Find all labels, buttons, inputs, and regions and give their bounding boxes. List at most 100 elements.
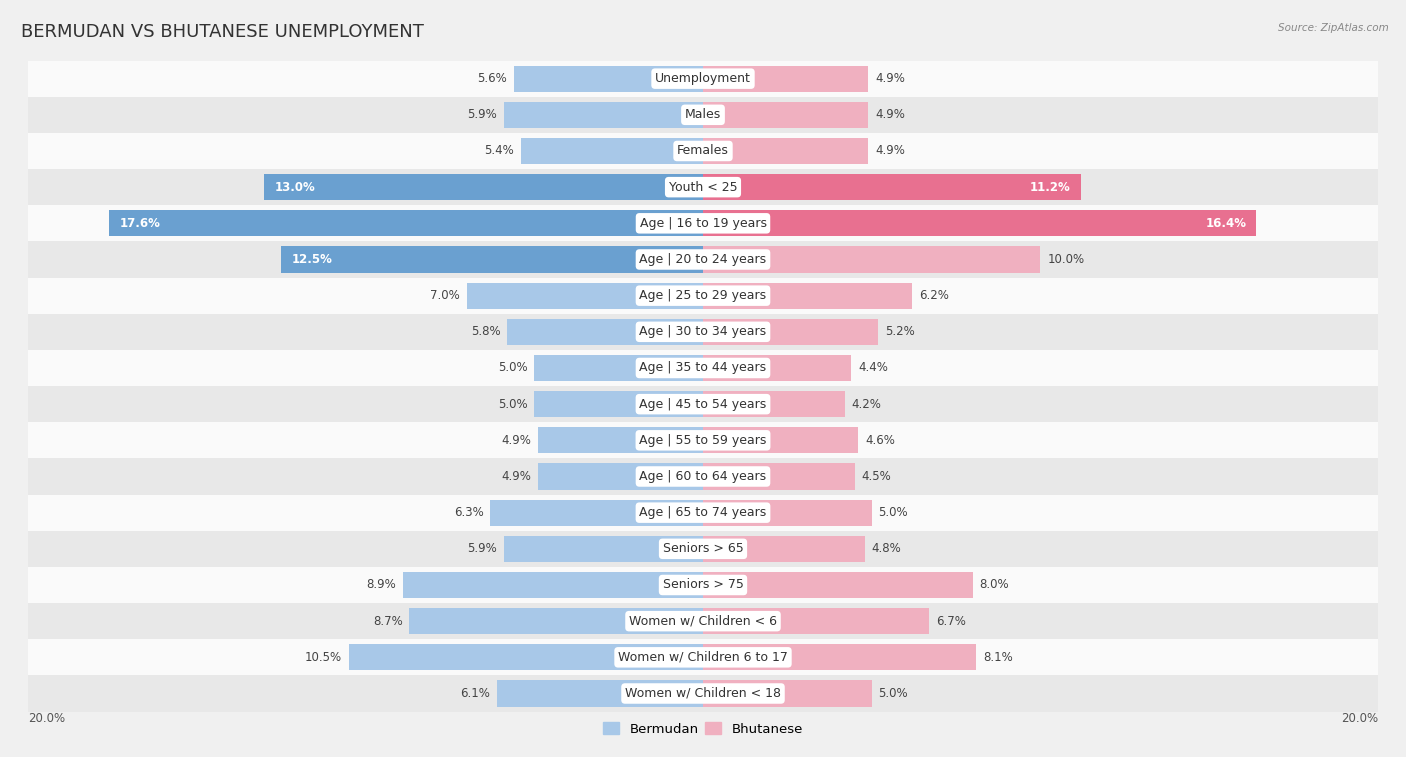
Bar xyxy=(402,572,703,598)
Text: 17.6%: 17.6% xyxy=(120,217,160,230)
Text: Age | 45 to 54 years: Age | 45 to 54 years xyxy=(640,397,766,410)
Text: Women w/ Children < 18: Women w/ Children < 18 xyxy=(626,687,780,700)
Text: 4.6%: 4.6% xyxy=(865,434,894,447)
Text: 5.0%: 5.0% xyxy=(498,362,527,375)
Text: 5.6%: 5.6% xyxy=(478,72,508,85)
Bar xyxy=(28,494,1378,531)
Bar xyxy=(467,282,703,309)
Bar xyxy=(349,644,703,671)
Bar xyxy=(28,313,1378,350)
Bar xyxy=(703,391,845,417)
Bar xyxy=(703,427,858,453)
Text: 13.0%: 13.0% xyxy=(274,181,315,194)
Bar xyxy=(520,138,703,164)
Bar xyxy=(28,278,1378,313)
Text: 5.8%: 5.8% xyxy=(471,326,501,338)
Text: 5.0%: 5.0% xyxy=(498,397,527,410)
Text: 8.0%: 8.0% xyxy=(980,578,1010,591)
Bar xyxy=(28,675,1378,712)
Bar xyxy=(534,391,703,417)
Bar xyxy=(534,355,703,381)
Bar xyxy=(703,101,869,128)
Text: 5.2%: 5.2% xyxy=(886,326,915,338)
Bar xyxy=(28,386,1378,422)
Text: 5.4%: 5.4% xyxy=(484,145,515,157)
Text: 12.5%: 12.5% xyxy=(291,253,332,266)
Text: Youth < 25: Youth < 25 xyxy=(669,181,737,194)
Text: Source: ZipAtlas.com: Source: ZipAtlas.com xyxy=(1278,23,1389,33)
Bar xyxy=(281,247,703,273)
Text: 4.5%: 4.5% xyxy=(862,470,891,483)
Text: 5.9%: 5.9% xyxy=(467,542,498,556)
Text: 20.0%: 20.0% xyxy=(1341,712,1378,725)
Text: 5.9%: 5.9% xyxy=(467,108,498,121)
Text: Women w/ Children < 6: Women w/ Children < 6 xyxy=(628,615,778,628)
Bar xyxy=(28,459,1378,494)
Text: 5.0%: 5.0% xyxy=(879,687,908,700)
Text: Seniors > 75: Seniors > 75 xyxy=(662,578,744,591)
Bar xyxy=(28,639,1378,675)
Bar xyxy=(264,174,703,200)
Text: 4.4%: 4.4% xyxy=(858,362,889,375)
Bar xyxy=(28,97,1378,133)
Bar xyxy=(703,500,872,525)
Text: Seniors > 65: Seniors > 65 xyxy=(662,542,744,556)
Text: 4.9%: 4.9% xyxy=(875,108,905,121)
Text: Age | 60 to 64 years: Age | 60 to 64 years xyxy=(640,470,766,483)
Text: 10.5%: 10.5% xyxy=(305,651,342,664)
Text: Age | 16 to 19 years: Age | 16 to 19 years xyxy=(640,217,766,230)
Text: Age | 55 to 59 years: Age | 55 to 59 years xyxy=(640,434,766,447)
Bar xyxy=(28,205,1378,241)
Bar xyxy=(28,603,1378,639)
Bar xyxy=(508,319,703,345)
Text: 6.2%: 6.2% xyxy=(920,289,949,302)
Text: 8.9%: 8.9% xyxy=(366,578,396,591)
Text: Age | 25 to 29 years: Age | 25 to 29 years xyxy=(640,289,766,302)
Legend: Bermudan, Bhutanese: Bermudan, Bhutanese xyxy=(598,717,808,741)
Bar xyxy=(28,61,1378,97)
Bar xyxy=(703,66,869,92)
Bar xyxy=(409,608,703,634)
Text: Females: Females xyxy=(678,145,728,157)
Bar xyxy=(110,210,703,236)
Bar xyxy=(703,282,912,309)
Bar xyxy=(703,644,976,671)
Bar xyxy=(503,536,703,562)
Text: BERMUDAN VS BHUTANESE UNEMPLOYMENT: BERMUDAN VS BHUTANESE UNEMPLOYMENT xyxy=(21,23,425,41)
Bar xyxy=(28,350,1378,386)
Text: Age | 30 to 34 years: Age | 30 to 34 years xyxy=(640,326,766,338)
Text: 5.0%: 5.0% xyxy=(879,506,908,519)
Text: 4.8%: 4.8% xyxy=(872,542,901,556)
Bar xyxy=(491,500,703,525)
Bar xyxy=(703,355,852,381)
Text: 4.9%: 4.9% xyxy=(501,434,531,447)
Bar xyxy=(28,241,1378,278)
Text: Males: Males xyxy=(685,108,721,121)
Bar xyxy=(537,427,703,453)
Bar xyxy=(28,422,1378,459)
Bar xyxy=(503,101,703,128)
Text: 4.9%: 4.9% xyxy=(875,72,905,85)
Text: 4.9%: 4.9% xyxy=(501,470,531,483)
Text: Age | 35 to 44 years: Age | 35 to 44 years xyxy=(640,362,766,375)
Bar xyxy=(515,66,703,92)
Text: 7.0%: 7.0% xyxy=(430,289,460,302)
Bar xyxy=(703,536,865,562)
Text: Age | 20 to 24 years: Age | 20 to 24 years xyxy=(640,253,766,266)
Bar xyxy=(703,174,1081,200)
Bar xyxy=(28,133,1378,169)
Text: Age | 65 to 74 years: Age | 65 to 74 years xyxy=(640,506,766,519)
Text: 6.1%: 6.1% xyxy=(461,687,491,700)
Bar xyxy=(537,463,703,490)
Bar xyxy=(703,572,973,598)
Bar xyxy=(703,608,929,634)
Text: 8.1%: 8.1% xyxy=(983,651,1012,664)
Bar xyxy=(703,210,1257,236)
Text: 6.3%: 6.3% xyxy=(454,506,484,519)
Text: 11.2%: 11.2% xyxy=(1031,181,1071,194)
Text: 4.2%: 4.2% xyxy=(852,397,882,410)
Bar xyxy=(703,319,879,345)
Bar xyxy=(28,531,1378,567)
Text: 8.7%: 8.7% xyxy=(373,615,402,628)
Bar xyxy=(703,247,1040,273)
